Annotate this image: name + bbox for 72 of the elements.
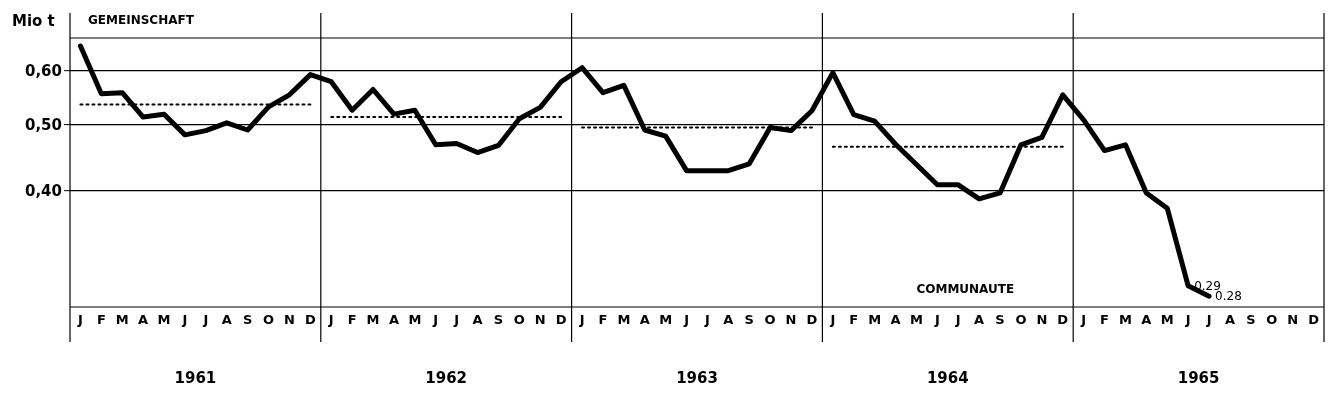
x-tick-label: N xyxy=(1287,312,1299,328)
x-tick-label: N xyxy=(1036,312,1048,328)
y-axis-title: Mio t xyxy=(12,12,55,30)
x-tick-label: A xyxy=(723,312,734,328)
x-tick-label: A xyxy=(138,312,149,328)
x-tick-label: J xyxy=(181,312,188,328)
x-tick-label: J xyxy=(704,312,710,328)
x-tick-label: M xyxy=(659,312,673,328)
x-tick-label: M xyxy=(157,312,171,328)
x-tick-label: D xyxy=(555,312,567,328)
x-tick-label: S xyxy=(493,312,504,328)
x-tick-label: F xyxy=(347,312,357,328)
x-tick-label: M xyxy=(115,312,129,328)
x-tick-label: N xyxy=(534,312,546,328)
text: 1965 xyxy=(1177,369,1220,387)
x-tick-label: A xyxy=(388,312,399,328)
x-tick-label: M xyxy=(366,312,380,328)
x-tick-label: J xyxy=(1080,312,1087,328)
y-tick-label: 0,60 xyxy=(24,61,62,80)
x-tick-label: O xyxy=(513,312,525,328)
x-tick-label: J xyxy=(453,312,460,328)
x-tick-label: J xyxy=(1184,312,1191,328)
x-tick-label: F xyxy=(1100,312,1109,328)
x-tick-label: A xyxy=(639,312,650,328)
x-tick-label: M xyxy=(617,312,631,328)
x-tick-label: J xyxy=(954,312,961,328)
x-tick-label: A xyxy=(1141,312,1152,328)
x-tick-label: S xyxy=(744,312,754,328)
x-tick-label: J xyxy=(327,312,334,328)
x-tick-label: O xyxy=(263,312,275,328)
x-tick-label: F xyxy=(96,312,106,328)
x-tick-label: A xyxy=(974,312,985,328)
x-tick-label: J xyxy=(432,312,439,328)
text: 1963 xyxy=(676,369,718,387)
x-tick-label: S xyxy=(1246,312,1256,328)
x-tick-label: M xyxy=(909,312,923,328)
x-tick-label: A xyxy=(1224,312,1235,328)
x-tick-label: S xyxy=(995,312,1005,328)
x-tick-label: M xyxy=(1160,312,1174,328)
x-tick-label: J xyxy=(578,312,585,328)
x-tick-label: M xyxy=(1118,312,1132,328)
x-tick-label: J xyxy=(202,312,209,328)
x-tick-label: D xyxy=(1057,312,1069,328)
x-tick-label: N xyxy=(284,312,295,328)
x-tick-label: O xyxy=(1015,312,1027,328)
text: 1964 xyxy=(926,369,969,387)
text: 1961 xyxy=(174,369,217,387)
x-tick-label: A xyxy=(890,312,901,328)
x-tick-label: S xyxy=(242,312,253,328)
y-tick-label: 0,50 xyxy=(24,115,62,134)
x-tick-label: J xyxy=(933,312,940,328)
x-tick-label: F xyxy=(598,312,608,328)
x-tick-label: D xyxy=(304,312,316,328)
y-tick-label: 0,40 xyxy=(24,181,62,200)
x-tick-label: A xyxy=(221,312,232,328)
x-tick-label: O xyxy=(1266,312,1278,328)
x-tick-label: N xyxy=(785,312,797,328)
x-tick-label: J xyxy=(829,312,836,328)
x-tick-label: O xyxy=(764,312,776,328)
x-tick-label: J xyxy=(1205,312,1212,328)
x-tick-label: A xyxy=(472,312,483,328)
x-tick-label: D xyxy=(806,312,818,328)
chart-title: GEMEINSCHAFT xyxy=(88,13,195,27)
data-label: 0.28 xyxy=(1215,289,1242,304)
x-tick-label: M xyxy=(408,312,422,328)
x-tick-label: M xyxy=(868,312,882,328)
x-tick-label: J xyxy=(77,312,83,328)
x-tick-label: D xyxy=(1308,312,1320,328)
text: COMMUNAUTE xyxy=(916,282,1015,296)
x-tick-label: F xyxy=(849,312,859,328)
x-tick-label: J xyxy=(683,312,689,328)
text: 1962 xyxy=(425,369,468,387)
